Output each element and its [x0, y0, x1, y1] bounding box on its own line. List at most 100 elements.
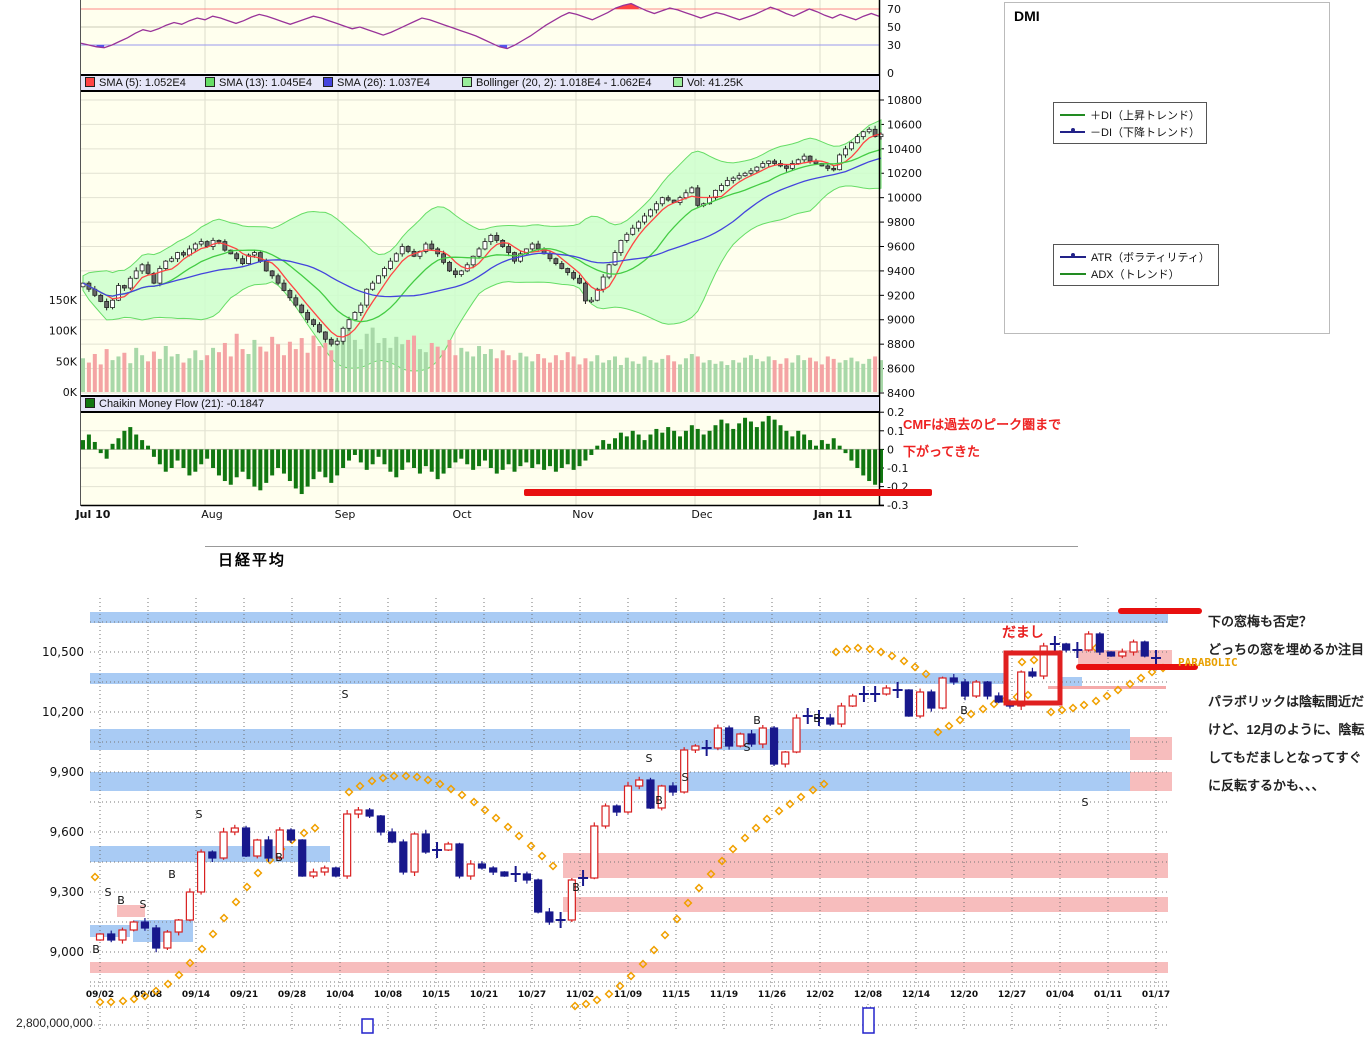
volume-axis-label: 150K	[49, 294, 78, 307]
volume-bar	[743, 357, 748, 392]
sar-diamond-icon	[299, 828, 309, 838]
cmf-bar	[406, 449, 411, 463]
sar-diamond-icon	[514, 831, 524, 841]
nikkei-x-label: 09/14	[182, 990, 210, 1000]
cmf-bar	[613, 438, 617, 450]
cmf-bar	[335, 449, 340, 476]
pink-window-band	[117, 905, 145, 917]
cmf-bar	[672, 430, 677, 450]
volume-bar	[849, 357, 854, 392]
cmf-bar	[683, 430, 688, 450]
candle-body	[736, 175, 742, 179]
month-label: Jan 11	[813, 508, 852, 521]
nikkei-candle-body	[680, 749, 689, 793]
nikkei-x-label: 11/09	[614, 990, 642, 1000]
sar-diamond-icon	[526, 841, 536, 851]
trade-marker-label: B	[753, 714, 761, 727]
nikkei-y-label: 9,900	[50, 765, 84, 779]
candle-body	[872, 128, 878, 138]
candle-body	[760, 163, 766, 168]
volume-bar	[506, 355, 511, 392]
plus-di-legend-row: ＋DI（上昇トレンド）	[1060, 106, 1200, 123]
sar-diamond-icon	[672, 914, 682, 924]
cmf-bar	[737, 423, 742, 450]
price-axis-label: 10000	[887, 192, 922, 205]
cmf-bar	[116, 438, 121, 450]
cmf-bar	[731, 428, 736, 450]
price-axis-label: 8400	[887, 387, 915, 400]
candle-body	[683, 192, 689, 199]
candle-body	[151, 272, 157, 284]
sar-diamond-icon	[899, 656, 909, 666]
volume-bar	[790, 362, 795, 392]
nikkei-candle-body	[915, 691, 925, 717]
cmf-bar	[216, 449, 221, 476]
volume-bar	[802, 360, 807, 392]
volume-bar	[577, 364, 582, 392]
nikkei-candle-body	[781, 751, 790, 765]
nikkei-candle-body	[320, 867, 329, 873]
nikkei-candle-body	[230, 827, 239, 833]
cmf-bar	[104, 449, 109, 459]
trade-marker-label: B	[655, 794, 663, 807]
sar-diamond-icon	[457, 790, 467, 800]
volume-bar	[317, 346, 322, 392]
cmf-bar	[341, 449, 346, 468]
legend-cmf: Chaikin Money Flow (21): -0.1847	[85, 398, 264, 410]
price-axis-label: 10600	[887, 118, 922, 131]
cmf-bar	[660, 432, 665, 450]
volume-axis-label: 100K	[49, 325, 78, 338]
candle-body	[689, 187, 695, 194]
cmf-bar	[211, 449, 216, 468]
legend-sma26-label: SMA (26): 1.037E4	[337, 77, 430, 89]
nikkei-candle-body	[399, 841, 408, 873]
nikkei-candle-body	[253, 839, 262, 857]
sar-diamond-icon	[933, 727, 943, 737]
volume-bar	[660, 358, 665, 392]
volume-bar	[565, 352, 570, 392]
sar-diamond-icon	[129, 994, 139, 1004]
cmf-bar	[299, 449, 304, 495]
cmf-bar	[855, 449, 860, 468]
volume-bar	[618, 365, 623, 392]
volume-bar	[352, 339, 357, 392]
legend-sma26: SMA (26): 1.037E4	[323, 77, 430, 89]
cmf-bar	[163, 449, 168, 472]
sar-diamond-icon	[762, 814, 772, 824]
sar-diamond-icon	[1079, 700, 1089, 710]
volume-bar	[441, 350, 446, 392]
cmf-bar	[524, 449, 529, 463]
volume-bar	[512, 360, 517, 392]
cmf-bar	[477, 449, 482, 467]
sar-diamond-icon	[537, 851, 547, 861]
candle-body	[547, 253, 553, 260]
volume-bar	[376, 342, 381, 392]
trade-marker-label: B	[572, 881, 580, 894]
candle-body	[665, 197, 671, 201]
candle-body	[447, 261, 452, 272]
sar-diamond-icon	[355, 781, 365, 791]
nikkei-y-label: 10,500	[42, 645, 84, 659]
sar-diamond-icon	[853, 643, 863, 653]
sar-diamond-icon	[253, 868, 263, 878]
volume-bar	[613, 356, 617, 392]
trade-marker-label: S	[646, 752, 653, 765]
rsi-axis-label: 0	[887, 67, 894, 80]
adx-legend-row: ADX（トレンド）	[1060, 265, 1212, 282]
candle-body	[772, 160, 777, 164]
nikkei-candle-body	[983, 681, 992, 697]
volume-bar	[707, 360, 712, 392]
volume-bar	[648, 360, 653, 392]
candle-body	[583, 282, 588, 302]
sar-diamond-icon	[469, 797, 479, 807]
candle-body	[854, 136, 860, 144]
sar-diamond-icon	[944, 721, 954, 731]
cmf-axis-label: 0.2	[887, 406, 905, 419]
nikkei-candle-body	[1106, 651, 1116, 657]
nikkei-candle-body	[534, 879, 543, 913]
volume-bar	[412, 335, 417, 392]
candle-body	[860, 131, 866, 138]
volume-bar	[737, 362, 742, 392]
cmf-bar	[559, 449, 564, 468]
price-axis-label: 10800	[887, 94, 922, 107]
